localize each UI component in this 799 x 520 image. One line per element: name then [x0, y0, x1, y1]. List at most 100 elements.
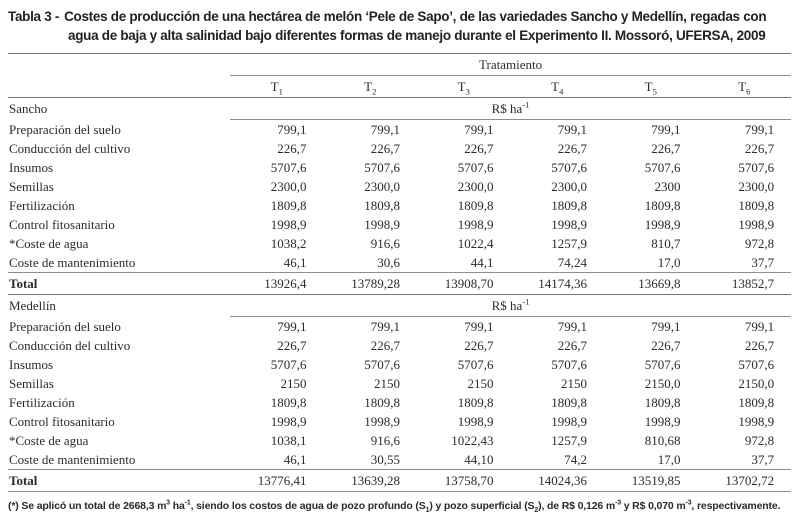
total-cell: 14024,36: [510, 469, 604, 492]
table-row: Insumos 5707,6 5707,6 5707,6 5707,6 5707,6 570…: [8, 158, 791, 177]
cell: 799,1: [557, 122, 587, 137]
cell: 5707,6: [364, 357, 400, 372]
cell: 1038,1: [270, 433, 307, 448]
total-cell: 14174,36: [510, 272, 604, 295]
row-label: Coste de mantenimiento: [9, 452, 136, 467]
cell: 1998,9: [457, 414, 494, 429]
table-body: Sancho R$ ha-1 Preparación del suelo 799,1 7…: [8, 97, 792, 492]
cell: 810,7: [651, 236, 681, 251]
cell: 1998,9: [644, 414, 681, 429]
cell: 810,68: [644, 433, 681, 448]
cell: 1998,9: [364, 414, 400, 429]
cell: 226,7: [370, 141, 400, 156]
table-footnote: (*) Se aplicó un total de 2668,3 m3 ha-1…: [8, 499, 781, 515]
cell: 226,7: [557, 141, 587, 156]
table-row: Coste de mantenimiento 46,1 30,6 44,1 74,24 1…: [8, 253, 791, 273]
section-header-row: Sancho R$ ha-1: [8, 97, 792, 120]
column-header-row: T1 T2 T3 T4 T5 T6: [8, 75, 792, 98]
cell: 799,1: [651, 122, 681, 137]
cell: 1257,9: [551, 236, 587, 251]
cell: 799,1: [370, 122, 400, 137]
cell: 1809,8: [644, 395, 681, 410]
table-row: Preparación del suelo 799,1 799,1 799,1 799,…: [8, 317, 791, 337]
table-row: Coste de mantenimiento 46,1 30,55 44,10 74,2…: [8, 450, 791, 470]
cell: 1809,8: [644, 198, 681, 213]
cell: 1998,9: [364, 217, 400, 232]
row-label: Control fitosanitario: [9, 217, 115, 232]
cell: 44,1: [470, 255, 494, 270]
cell: 226,7: [370, 338, 400, 353]
cell: 226,7: [557, 338, 587, 353]
cell: 1022,4: [457, 236, 494, 251]
unit-header: R$ ha-1: [230, 97, 792, 120]
section-header-row: Medellín R$ ha-1: [8, 294, 792, 317]
cell: 226,7: [277, 338, 307, 353]
total-label: Total: [8, 469, 230, 492]
total-cell: 13776,41: [230, 469, 324, 492]
cell: 1809,8: [270, 198, 307, 213]
cell: 5707,6: [457, 160, 494, 175]
table-row: *Coste de agua 1038,2 916,6 1022,4 1257,9 810…: [8, 234, 791, 253]
row-label: Semillas: [9, 376, 54, 391]
cell: 1998,9: [270, 217, 307, 232]
cell: 226,7: [651, 338, 681, 353]
cell: 17,0: [657, 255, 681, 270]
cell: 5707,6: [270, 357, 307, 372]
table-row: Control fitosanitario 1998,9 1998,9 1998,9 1…: [8, 215, 791, 234]
cell: 916,6: [370, 236, 400, 251]
cell: 2150,0: [738, 376, 775, 391]
row-label: *Coste de agua: [9, 236, 89, 251]
cell: 1809,8: [551, 198, 587, 213]
cell: 1998,9: [457, 217, 494, 232]
row-label: Preparación del suelo: [9, 121, 121, 137]
costs-table: Tratamiento T1 T2 T3 T4 T5 T6 Sancho R$ ha-1 Pre…: [8, 53, 792, 492]
total-cell: 13669,8: [604, 272, 698, 295]
row-label: Preparación del suelo: [9, 318, 121, 334]
cell: 1998,9: [738, 414, 775, 429]
row-label: *Coste de agua: [9, 433, 89, 448]
table-caption-label: Tabla 3 -: [8, 9, 60, 24]
cell: 1809,8: [364, 198, 400, 213]
cell: 2150: [280, 376, 307, 391]
row-label: Fertilización: [9, 198, 75, 213]
cell: 226,7: [464, 141, 494, 156]
cell: 5707,6: [551, 357, 587, 372]
cell: 1809,8: [738, 198, 775, 213]
cell: 5707,6: [457, 357, 494, 372]
cell: 30,6: [377, 255, 400, 270]
table-row: Fertilización 1809,8 1809,8 1809,8 1809,8 180…: [8, 393, 791, 412]
cell: 1998,9: [270, 414, 307, 429]
cell: 2300,0: [270, 179, 307, 194]
row-label: Insumos: [9, 160, 54, 175]
cell: 226,7: [744, 338, 775, 353]
table-row: Semillas 2150 2150 2150 2150 2150,0 2150,0: [8, 374, 791, 393]
cell: 1809,8: [738, 395, 775, 410]
table-row: *Coste de agua 1038,1 916,6 1022,43 1257,9 81…: [8, 431, 791, 450]
cell: 5707,6: [644, 160, 681, 175]
cell: 30,55: [370, 452, 400, 467]
cell: 799,1: [744, 122, 775, 137]
cell: 37,7: [751, 452, 775, 467]
total-cell: 13908,70: [417, 272, 511, 295]
cell: 799,1: [277, 319, 307, 334]
total-cell: 13519,85: [604, 469, 698, 492]
cell: 799,1: [744, 319, 775, 334]
cell: 226,7: [651, 141, 681, 156]
unit-header: R$ ha-1: [230, 294, 792, 317]
cell: 5707,6: [270, 160, 307, 175]
table-row: Insumos 5707,6 5707,6 5707,6 5707,6 5707,6 570…: [8, 355, 791, 374]
cell: 37,7: [751, 255, 775, 270]
row-label: Conducción del cultivo: [9, 141, 131, 156]
cell: 1998,9: [644, 217, 681, 232]
column-header-t2: T2: [323, 75, 417, 98]
treatment-group-header: Tratamiento: [230, 53, 792, 76]
cell: 74,2: [564, 452, 587, 467]
cell: 5707,6: [364, 160, 400, 175]
table-row: Conducción del cultivo 226,7 226,7 226,7 226…: [8, 139, 791, 158]
cell: 799,1: [370, 319, 400, 334]
total-row: Total 13926,4 13789,28 13908,70 14174,36 1366…: [8, 272, 792, 295]
cell: 916,6: [370, 433, 400, 448]
total-cell: 13789,28: [323, 272, 417, 295]
cell: 2300,0: [738, 179, 775, 194]
